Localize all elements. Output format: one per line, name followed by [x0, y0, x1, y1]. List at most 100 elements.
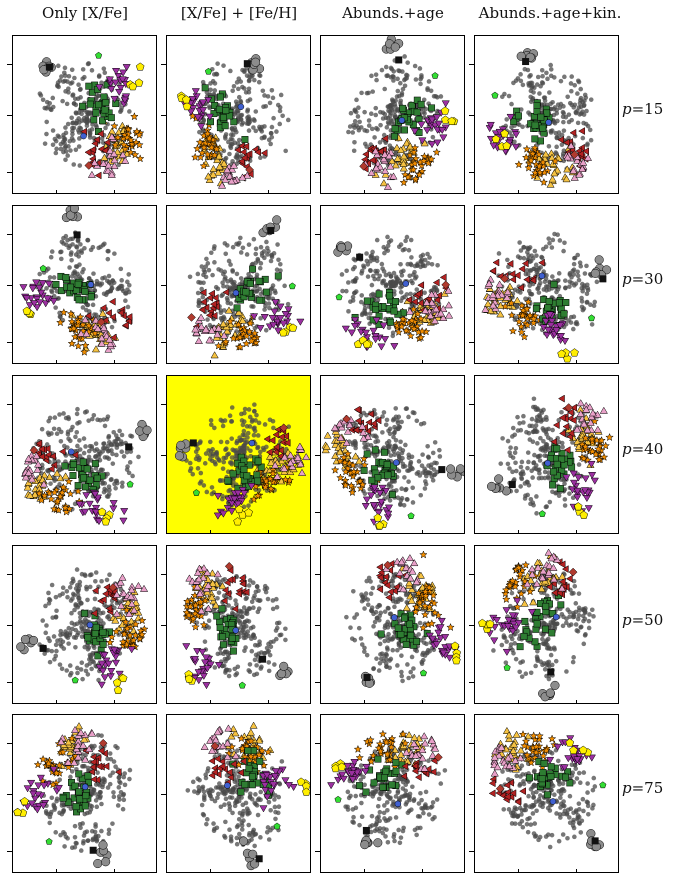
cluster-point-square	[550, 280, 558, 288]
field-point	[209, 485, 215, 490]
field-point	[522, 481, 528, 486]
field-point	[261, 104, 266, 110]
row-label-value: =40	[631, 440, 664, 458]
y-axis-tick	[7, 454, 12, 456]
field-point	[72, 607, 77, 613]
field-point	[531, 396, 537, 402]
y-axis-tick	[161, 114, 166, 116]
cluster-point-triangle	[380, 150, 389, 158]
cluster-point-star	[535, 168, 545, 177]
cluster-point-triangle	[273, 472, 282, 480]
field-point	[226, 488, 231, 494]
field-point	[71, 162, 77, 167]
cluster-point-triangle	[205, 175, 214, 183]
field-point	[351, 148, 357, 154]
field-point	[537, 458, 543, 463]
cluster-point-triangle-down	[438, 127, 447, 135]
cluster-point-triangle-down	[120, 508, 129, 516]
cluster-point-square-black	[356, 253, 364, 261]
cluster-point-star	[229, 333, 238, 343]
field-point	[64, 634, 69, 639]
field-point	[87, 584, 93, 590]
cluster-point-triangle	[599, 406, 608, 414]
cluster-point-triangle	[391, 161, 400, 169]
field-point	[244, 439, 250, 445]
cluster-point-triangle	[229, 161, 239, 169]
cluster-point-star	[597, 435, 606, 445]
cluster-point-triangle	[345, 421, 354, 429]
field-point	[418, 421, 424, 427]
field-point	[401, 268, 406, 274]
cluster-point-triangle-down	[35, 284, 44, 292]
field-point	[58, 141, 64, 147]
cluster-point-square-black	[189, 439, 197, 447]
cluster-point-triangle-down	[30, 300, 39, 308]
field-point	[275, 242, 280, 247]
cluster-point-triangle-left	[376, 147, 384, 156]
cluster-point-pentagon	[570, 348, 579, 357]
field-point	[46, 590, 51, 596]
field-point	[377, 140, 383, 145]
cluster-point-triangle-down	[91, 491, 100, 499]
field-point	[562, 74, 567, 80]
cluster-point-triangle-down	[233, 489, 243, 497]
field-point	[549, 128, 555, 133]
field-point	[344, 288, 349, 294]
field-point	[234, 271, 240, 277]
cluster-point-star	[268, 477, 278, 486]
field-point	[405, 468, 410, 473]
field-point	[345, 280, 351, 285]
cluster-point-triangle-down	[82, 492, 91, 500]
cluster-point-pentagon	[491, 134, 501, 143]
field-point	[208, 81, 213, 86]
field-point	[389, 119, 395, 124]
field-point	[248, 448, 253, 454]
cluster-point-triangle	[25, 491, 35, 499]
cluster-point-triangle	[444, 301, 453, 309]
field-point	[97, 458, 103, 463]
cluster-point-square-black	[45, 63, 53, 71]
cluster-point-triangle	[99, 159, 108, 167]
cluster-point-triangle	[223, 166, 232, 174]
field-point	[90, 302, 96, 308]
cluster-point-triangle-left	[432, 278, 440, 287]
field-point	[65, 121, 71, 127]
field-point	[346, 309, 351, 314]
cluster-point-triangle	[503, 287, 512, 296]
cluster-point-pentagon-green	[204, 67, 212, 75]
field-point	[117, 428, 122, 434]
field-point	[542, 453, 548, 458]
field-point	[252, 118, 257, 123]
field-point	[384, 125, 390, 130]
field-point	[556, 130, 562, 135]
cluster-point-triangle-left	[211, 293, 219, 302]
cluster-point-square	[543, 109, 551, 117]
field-point	[75, 670, 80, 676]
field-point	[57, 467, 63, 473]
field-point	[211, 72, 217, 77]
cluster-point-triangle-down	[562, 474, 571, 482]
cluster-point-triangle	[389, 172, 398, 180]
field-point	[206, 104, 212, 109]
cluster-point-diamond	[187, 313, 196, 322]
cluster-point-triangle	[436, 309, 445, 317]
field-point	[537, 413, 542, 418]
column-title-abunds-age-kin: Abunds.+age+kin.	[478, 4, 622, 22]
field-point	[85, 646, 91, 652]
field-point	[247, 77, 252, 83]
field-point	[404, 234, 410, 240]
field-point	[113, 485, 118, 491]
field-point	[241, 446, 247, 452]
field-point	[229, 436, 234, 441]
cluster-point-square	[386, 292, 393, 300]
field-point	[379, 261, 385, 267]
field-point	[238, 99, 244, 105]
cluster-point-square	[240, 465, 248, 473]
field-point	[545, 76, 550, 82]
cluster-point-triangle	[32, 451, 41, 459]
field-point	[380, 414, 385, 419]
cluster-point-star	[406, 331, 415, 340]
cluster-point-star	[190, 152, 200, 161]
field-point	[521, 420, 526, 425]
cluster-point-square	[553, 445, 561, 453]
